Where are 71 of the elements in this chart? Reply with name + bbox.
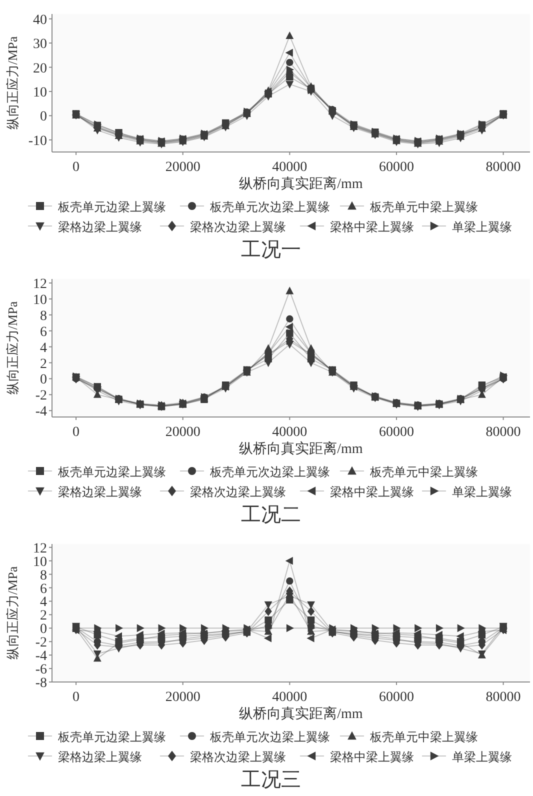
y-tick-label: -6 bbox=[35, 662, 47, 678]
legend-label: 梁格中梁上翼缘 bbox=[330, 220, 414, 234]
legend-label: 板壳单元次边梁上翼缘 bbox=[209, 730, 330, 744]
legend-label: 梁格次边梁上翼缘 bbox=[190, 220, 286, 234]
y-tick-label: 0 bbox=[40, 622, 47, 638]
y-tick-label: -10 bbox=[28, 134, 47, 149]
legend-label: 板壳单元次边梁上翼缘 bbox=[209, 200, 330, 214]
legend-label: 梁格边梁上翼缘 bbox=[58, 485, 142, 499]
legend-label: 板壳单元边梁上翼缘 bbox=[57, 730, 166, 744]
x-axis-title: 纵桥向真实距离/mm bbox=[239, 441, 363, 457]
text: 工况一 bbox=[241, 239, 301, 261]
legend-label: 板壳单元中梁上翼缘 bbox=[369, 200, 478, 214]
y-tick-label: 12 bbox=[33, 276, 47, 292]
x-tick-label: 0 bbox=[72, 160, 80, 175]
x-tick-label: 40000 bbox=[272, 425, 308, 440]
legend-label: 板壳单元中梁上翼缘 bbox=[369, 730, 478, 744]
y-tick-label: -8 bbox=[35, 676, 47, 691]
x-tick-label: 60000 bbox=[378, 160, 414, 175]
y-axis-title: 纵向正应力/MPa bbox=[5, 36, 20, 130]
y-tick-label: -4 bbox=[35, 649, 47, 664]
legend-label: 板壳单元边梁上翼缘 bbox=[57, 465, 166, 479]
text: 工况三 bbox=[241, 769, 301, 791]
x-tick-label: 80000 bbox=[486, 425, 521, 440]
legend-label: 单梁上翼缘 bbox=[452, 485, 512, 499]
legend-label: 梁格边梁上翼缘 bbox=[58, 220, 142, 234]
y-tick-label: 10 bbox=[33, 85, 47, 100]
x-tick-label: 80000 bbox=[486, 160, 521, 175]
x-tick-label: 0 bbox=[72, 690, 80, 705]
y-tick-label: 4 bbox=[40, 340, 47, 356]
legend-label: 单梁上翼缘 bbox=[452, 220, 512, 234]
y-tick-label: 10 bbox=[33, 292, 47, 308]
y-tick-label: 30 bbox=[33, 37, 47, 52]
y-tick-label: 0 bbox=[40, 110, 47, 125]
x-tick-label: 20000 bbox=[165, 425, 200, 440]
x-tick-label: 80000 bbox=[486, 690, 521, 705]
y-tick-label: 6 bbox=[40, 582, 47, 597]
y-tick-label: -4 bbox=[35, 404, 47, 420]
x-axis-title: 纵桥向真实距离/mm bbox=[239, 176, 363, 192]
x-tick-label: 60000 bbox=[378, 690, 414, 705]
y-tick-label: 4 bbox=[40, 595, 47, 610]
x-tick-label: 40000 bbox=[272, 160, 308, 175]
text: 工况二 bbox=[241, 504, 301, 526]
legend-label: 梁格次边梁上翼缘 bbox=[190, 750, 286, 764]
legend-label: 梁格中梁上翼缘 bbox=[330, 750, 414, 764]
legend-label: 梁格中梁上翼缘 bbox=[330, 485, 414, 499]
y-tick-label: 6 bbox=[40, 324, 47, 340]
y-axis-title: 纵向正应力/MPa bbox=[5, 566, 20, 660]
legend-label: 梁格边梁上翼缘 bbox=[58, 750, 142, 764]
legend-label: 板壳单元次边梁上翼缘 bbox=[209, 465, 330, 479]
y-axis-title: 纵向正应力/MPa bbox=[5, 301, 20, 395]
x-axis-title: 纵桥向真实距离/mm bbox=[239, 706, 363, 722]
y-tick-label: -2 bbox=[35, 636, 47, 651]
x-tick-label: 0 bbox=[72, 425, 80, 440]
y-tick-label: 0 bbox=[40, 372, 47, 388]
y-tick-label: 20 bbox=[33, 61, 47, 76]
legend-label: 单梁上翼缘 bbox=[452, 750, 512, 764]
x-tick-label: 20000 bbox=[165, 160, 200, 175]
x-tick-label: 40000 bbox=[272, 690, 308, 705]
y-tick-label: 2 bbox=[40, 608, 47, 624]
y-tick-label: 12 bbox=[33, 541, 47, 556]
y-tick-label: 40 bbox=[33, 12, 47, 28]
x-tick-label: 60000 bbox=[378, 425, 414, 440]
y-tick-label: 10 bbox=[33, 554, 47, 570]
legend-label: 梁格次边梁上翼缘 bbox=[190, 485, 286, 499]
y-tick-label: -2 bbox=[35, 388, 47, 404]
x-tick-label: 20000 bbox=[165, 690, 200, 705]
legend-label: 板壳单元边梁上翼缘 bbox=[57, 200, 166, 214]
y-tick-label: 8 bbox=[40, 568, 47, 584]
y-tick-label: 8 bbox=[40, 308, 47, 324]
legend-label: 板壳单元中梁上翼缘 bbox=[369, 465, 478, 479]
y-tick-label: 2 bbox=[40, 356, 47, 372]
